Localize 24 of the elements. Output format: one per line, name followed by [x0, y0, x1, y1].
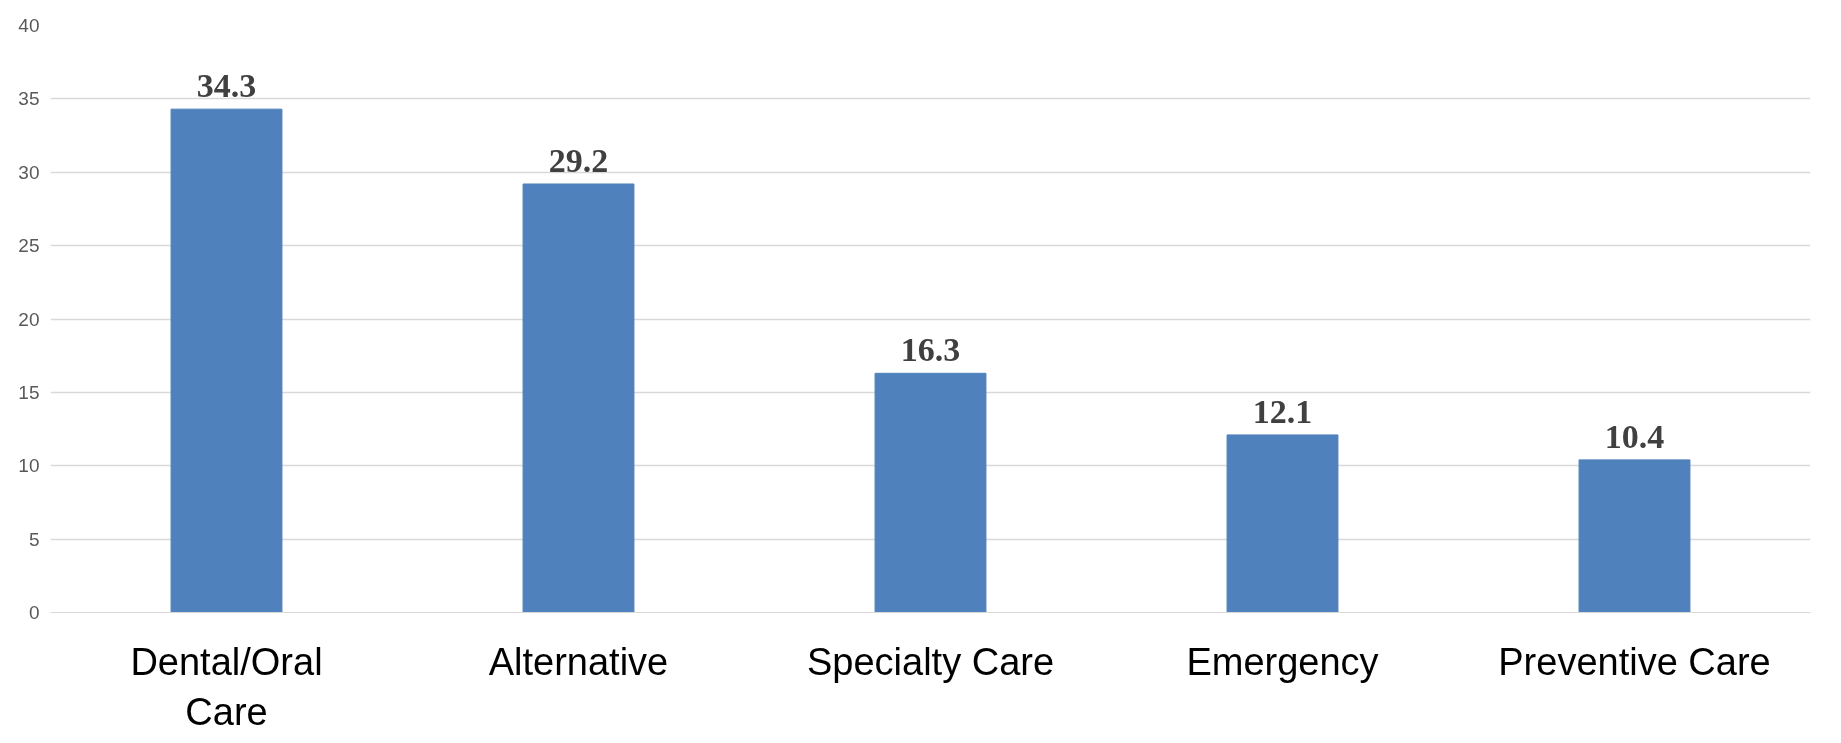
x-tick-label: Alternative	[488, 640, 669, 683]
x-tick-label: Specialty Care	[806, 640, 1055, 683]
x-tick-label: Preventive Care	[1498, 640, 1771, 683]
y-tick-label: 30	[18, 161, 40, 183]
y-tick-label: 40	[18, 15, 40, 36]
x-tick-label: Emergency	[1186, 640, 1379, 683]
bar	[1578, 459, 1691, 613]
data-label: 29.2	[548, 141, 609, 179]
y-tick-label: 10	[18, 455, 40, 477]
x-tick-label: Dental/Oral Care	[130, 640, 323, 733]
data-label: 16.3	[900, 331, 961, 369]
y-tick-label: 15	[18, 381, 40, 403]
y-tick-label: 20	[18, 308, 40, 330]
y-tick-label: 5	[28, 528, 40, 550]
bar	[1226, 434, 1339, 613]
bar	[874, 372, 987, 613]
y-tick-label: 35	[18, 88, 40, 110]
y-tick-label: 0	[28, 602, 40, 623]
bar	[170, 108, 283, 613]
y-tick-label: 25	[18, 235, 40, 257]
bar	[522, 183, 635, 613]
data-label: 10.4	[1604, 417, 1665, 455]
data-label: 34.3	[196, 67, 257, 105]
data-label: 12.1	[1252, 392, 1313, 430]
